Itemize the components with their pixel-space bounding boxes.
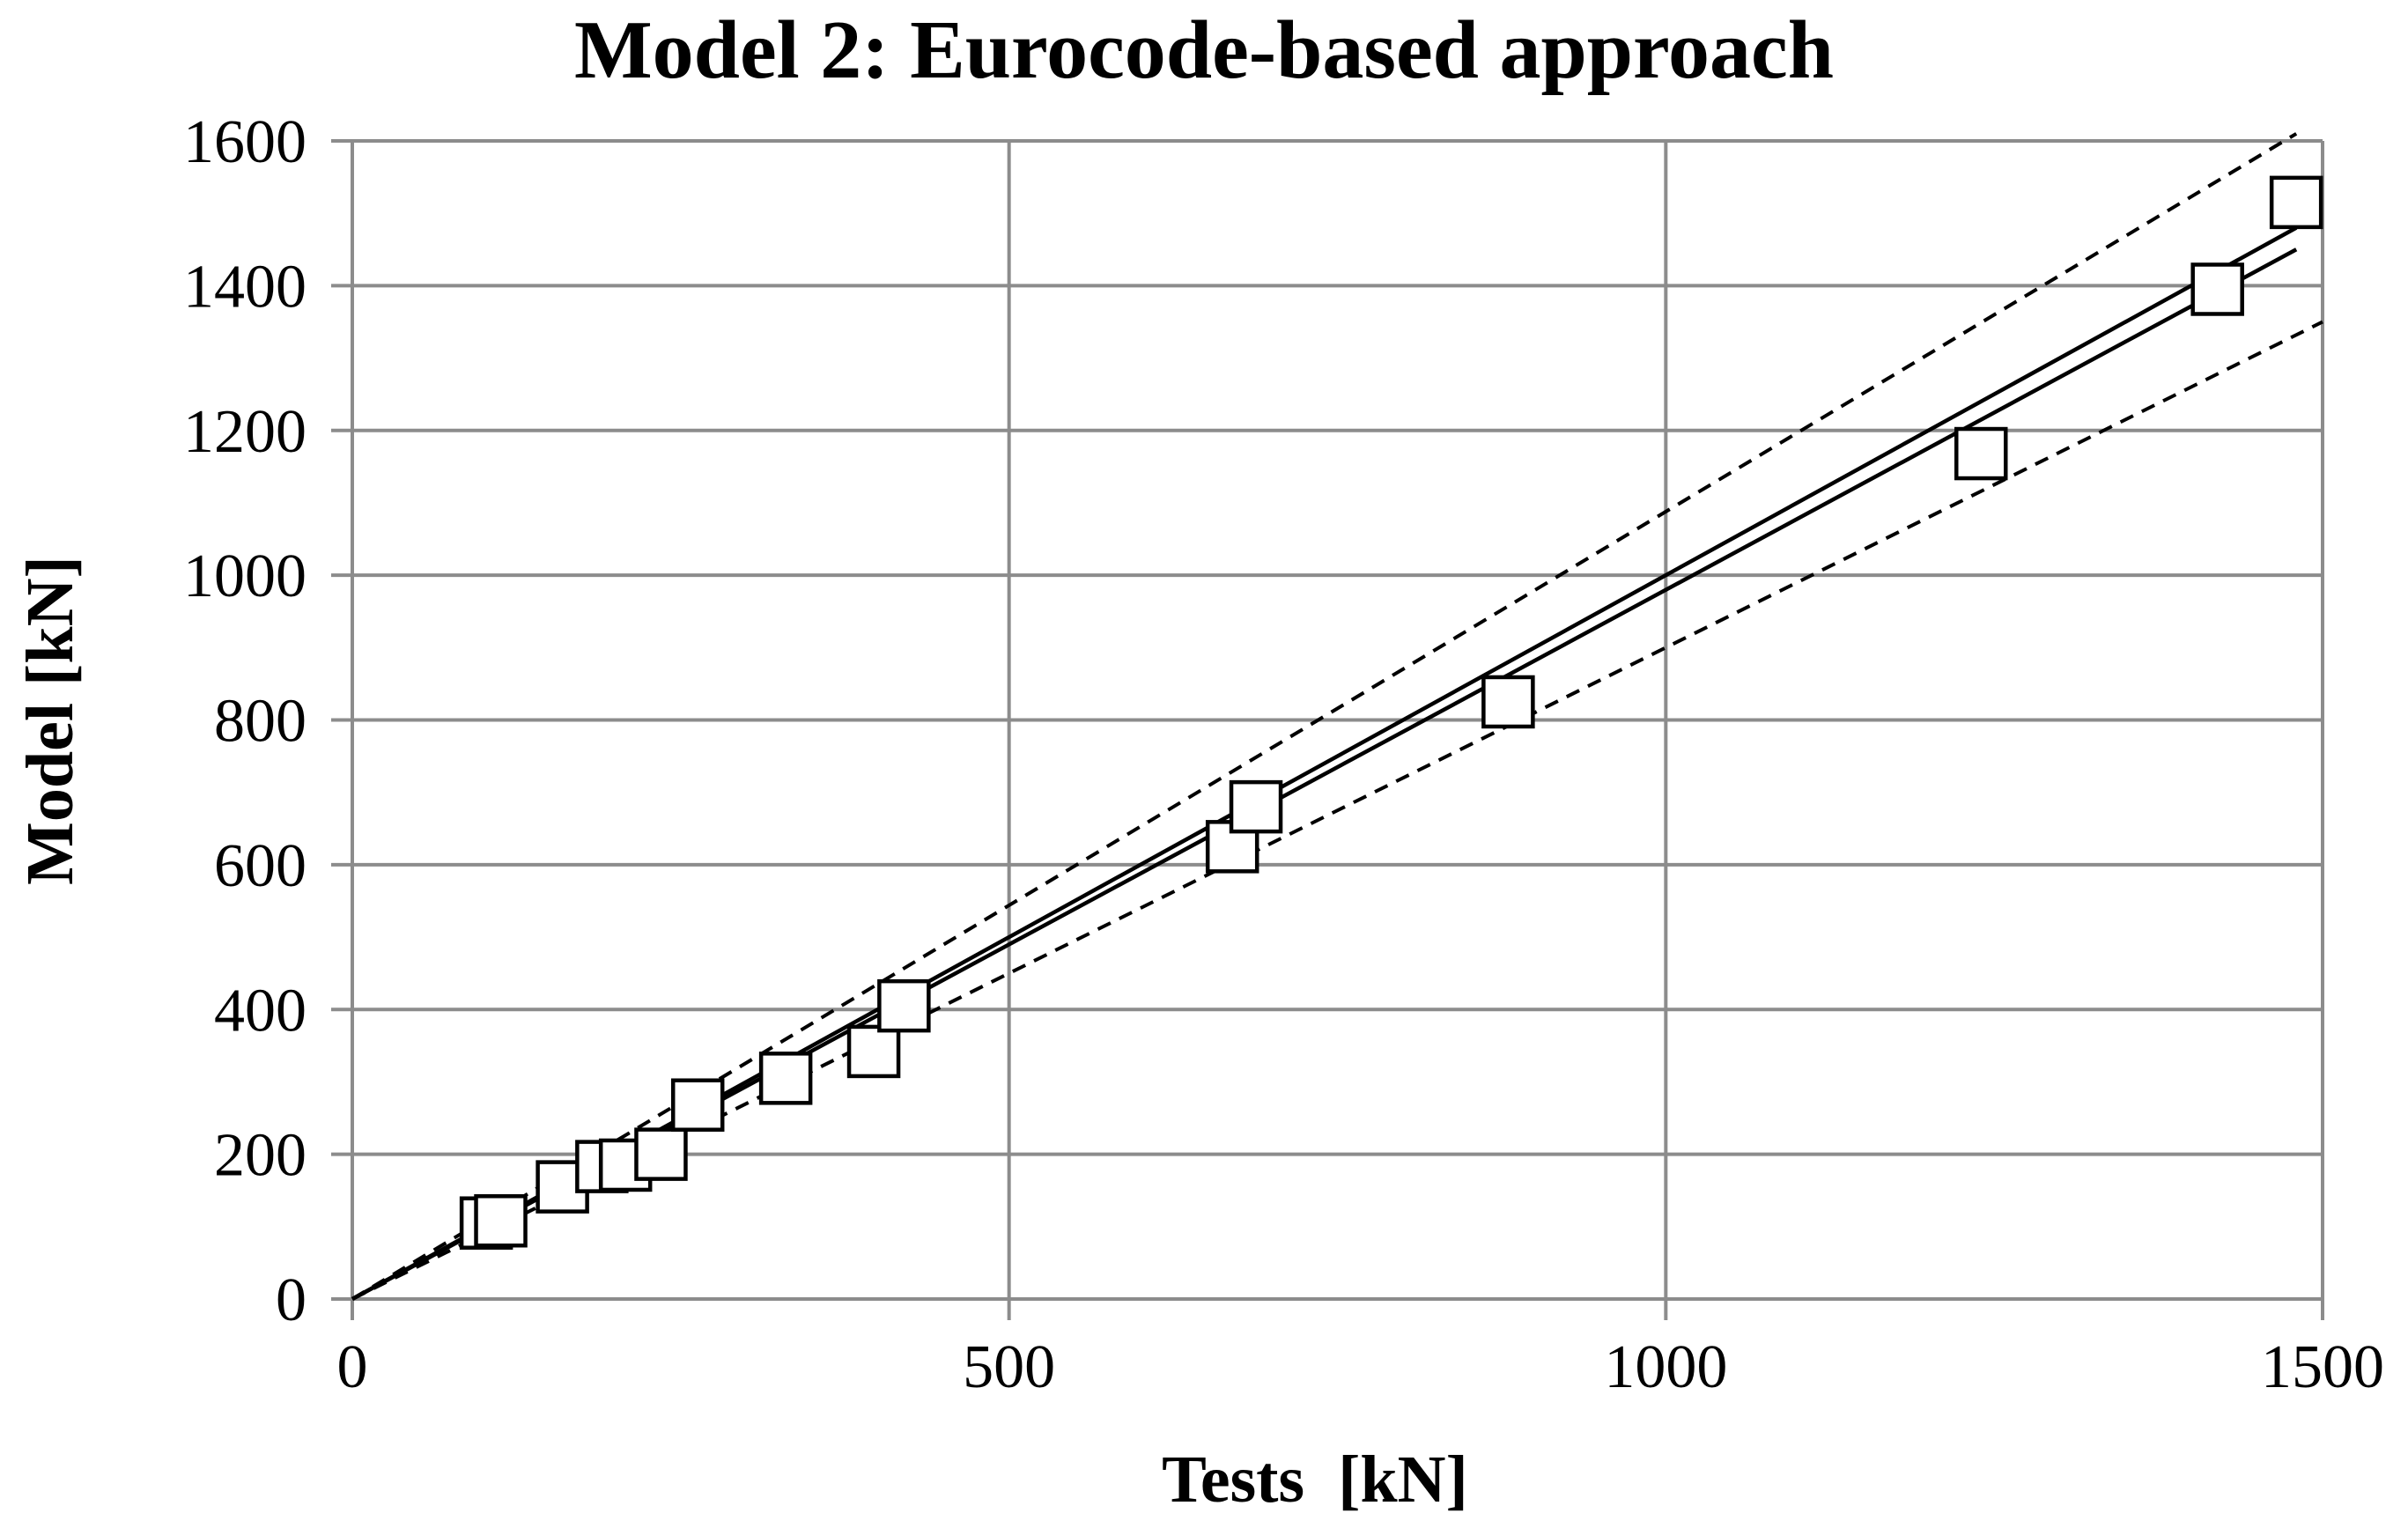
x-axis-title: Tests [kN] <box>1162 1443 1468 1517</box>
y-tick-label-3: 600 <box>214 832 307 900</box>
x-tick-label-2: 1000 <box>1604 1333 1727 1401</box>
y-tick-label-1: 200 <box>214 1122 307 1190</box>
x-tick-label-0: 0 <box>337 1333 368 1401</box>
y-tick-label-8: 1600 <box>183 108 307 176</box>
reference-lines <box>351 132 2323 1301</box>
y-tick-label-4: 800 <box>214 688 307 756</box>
data-point-8 <box>846 1024 901 1079</box>
data-point-15 <box>2269 175 2323 230</box>
data-point-11 <box>1229 779 1283 834</box>
chart-title: Model 2: Eurocode-based approach <box>574 4 1834 96</box>
data-point-7 <box>758 1052 813 1105</box>
y-tick-label-2: 400 <box>214 977 307 1045</box>
y-tick-label-6: 1200 <box>183 398 307 466</box>
x-tick-label-1: 500 <box>963 1333 1055 1401</box>
data-point-12 <box>1481 675 1535 729</box>
data-point-5 <box>634 1127 688 1181</box>
y-tick-labels: 0 200 400 600 800 1000 1200 1400 1600 <box>183 108 307 1334</box>
y-tick-label-7: 1400 <box>183 253 307 321</box>
data-point-13 <box>1954 426 2008 481</box>
axes <box>331 141 2323 1320</box>
y-tick-label-0: 0 <box>276 1266 307 1334</box>
x-tick-labels: 0 500 1000 1500 <box>337 1333 2385 1401</box>
data-point-14 <box>2190 262 2244 316</box>
data-point-6 <box>670 1078 725 1132</box>
dashed-bound-line-2 <box>351 132 2298 1301</box>
x-tick-label-3: 1500 <box>2261 1333 2384 1401</box>
data-points <box>459 175 2323 1250</box>
data-point-9 <box>877 978 931 1033</box>
y-axis-title: Model [kN] <box>13 556 87 885</box>
y-tick-label-5: 1000 <box>183 543 307 610</box>
grid <box>331 139 2324 1320</box>
data-point-1 <box>474 1193 528 1248</box>
